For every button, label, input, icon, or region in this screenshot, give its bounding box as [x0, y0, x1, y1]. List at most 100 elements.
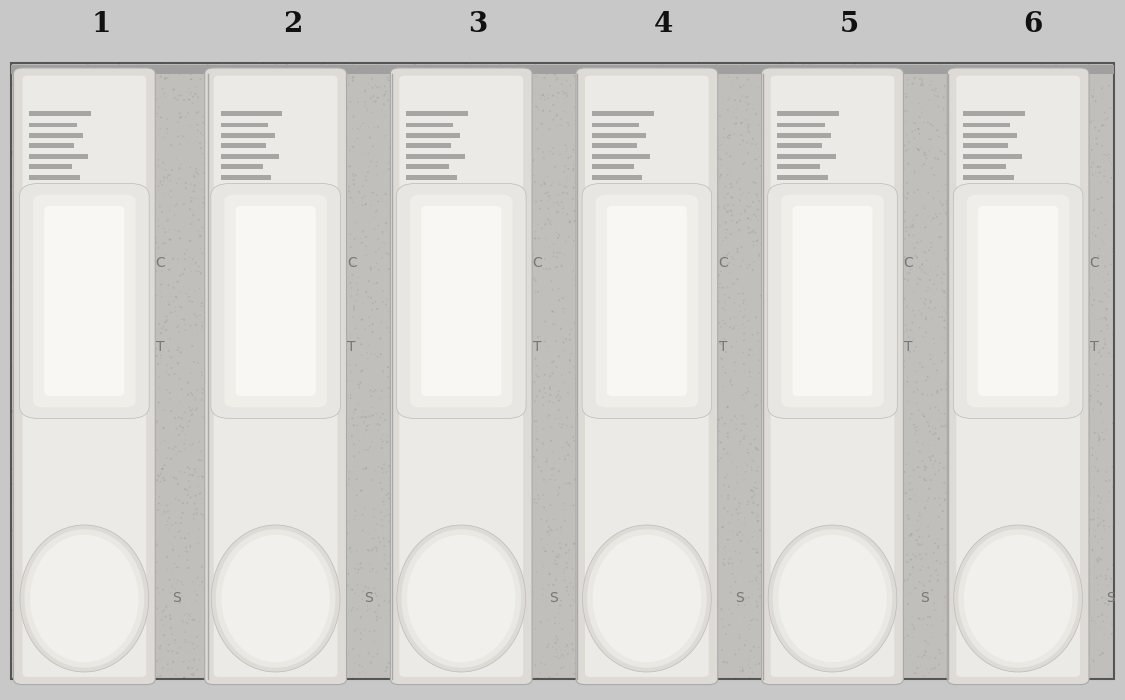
Point	[65, 650, 83, 661]
Point	[577, 564, 595, 575]
Point	[498, 445, 516, 456]
Point	[523, 435, 541, 446]
Point	[929, 533, 947, 545]
Point	[1104, 461, 1122, 472]
Point	[534, 589, 552, 600]
Point	[730, 225, 748, 236]
Point	[416, 379, 434, 391]
Point	[1099, 269, 1117, 280]
Point	[102, 601, 120, 612]
Point	[124, 106, 142, 117]
Point	[904, 118, 922, 129]
Point	[474, 343, 492, 354]
Point	[897, 487, 915, 498]
Point	[992, 635, 1010, 646]
Point	[800, 427, 818, 438]
Point	[313, 658, 331, 669]
Point	[289, 526, 307, 538]
Point	[333, 337, 351, 348]
Point	[206, 146, 224, 158]
Point	[212, 93, 230, 104]
Point	[218, 321, 236, 332]
Point	[894, 614, 912, 625]
Point	[392, 429, 410, 440]
Point	[479, 205, 497, 216]
Point	[883, 256, 901, 267]
Point	[294, 480, 312, 491]
Point	[44, 479, 62, 490]
Point	[351, 188, 369, 199]
Point	[272, 389, 290, 400]
Point	[326, 298, 344, 309]
Point	[96, 603, 114, 614]
Point	[1101, 351, 1119, 362]
Point	[21, 654, 39, 666]
Point	[656, 593, 674, 604]
Point	[350, 559, 368, 570]
Point	[578, 118, 596, 129]
Point	[318, 434, 336, 445]
Point	[682, 92, 700, 103]
Point	[691, 229, 709, 240]
Point	[818, 412, 836, 423]
Point	[1100, 521, 1118, 532]
Point	[447, 204, 465, 215]
Point	[842, 496, 860, 507]
Point	[345, 588, 363, 599]
Point	[1033, 318, 1051, 330]
Point	[1061, 654, 1079, 665]
Point	[655, 529, 673, 540]
Point	[1053, 105, 1071, 116]
Point	[421, 187, 439, 198]
Point	[254, 67, 272, 78]
Point	[278, 360, 296, 371]
Point	[176, 407, 194, 418]
Point	[1028, 412, 1046, 423]
Point	[946, 192, 964, 203]
Point	[592, 341, 610, 352]
Point	[574, 412, 592, 423]
Point	[53, 192, 71, 203]
Point	[966, 582, 984, 594]
Point	[680, 173, 698, 184]
Point	[778, 573, 796, 584]
Point	[630, 626, 648, 638]
Point	[312, 647, 330, 658]
Point	[669, 184, 687, 195]
Point	[716, 503, 734, 514]
Point	[730, 300, 748, 312]
Point	[282, 150, 300, 162]
Point	[413, 637, 431, 648]
Point	[1065, 573, 1083, 584]
Point	[172, 512, 190, 524]
Point	[613, 293, 631, 304]
Point	[1081, 99, 1099, 110]
Point	[1088, 554, 1106, 566]
Point	[933, 421, 951, 432]
Point	[1034, 170, 1052, 181]
Point	[541, 146, 559, 158]
Point	[809, 650, 827, 661]
Point	[907, 125, 925, 136]
Point	[111, 316, 129, 327]
Point	[650, 169, 668, 180]
Point	[184, 210, 202, 221]
Point	[322, 400, 340, 411]
Point	[632, 433, 650, 444]
Point	[402, 130, 420, 141]
Point	[757, 550, 775, 561]
Point	[876, 432, 894, 443]
Point	[90, 604, 108, 615]
Point	[971, 418, 989, 429]
Point	[1017, 302, 1035, 314]
Point	[547, 336, 565, 347]
Point	[395, 601, 413, 612]
Point	[142, 146, 160, 157]
Point	[828, 500, 846, 512]
Point	[870, 526, 888, 538]
Point	[680, 596, 698, 608]
Point	[836, 509, 854, 520]
Point	[838, 187, 856, 198]
Point	[500, 198, 518, 209]
Point	[728, 461, 746, 472]
